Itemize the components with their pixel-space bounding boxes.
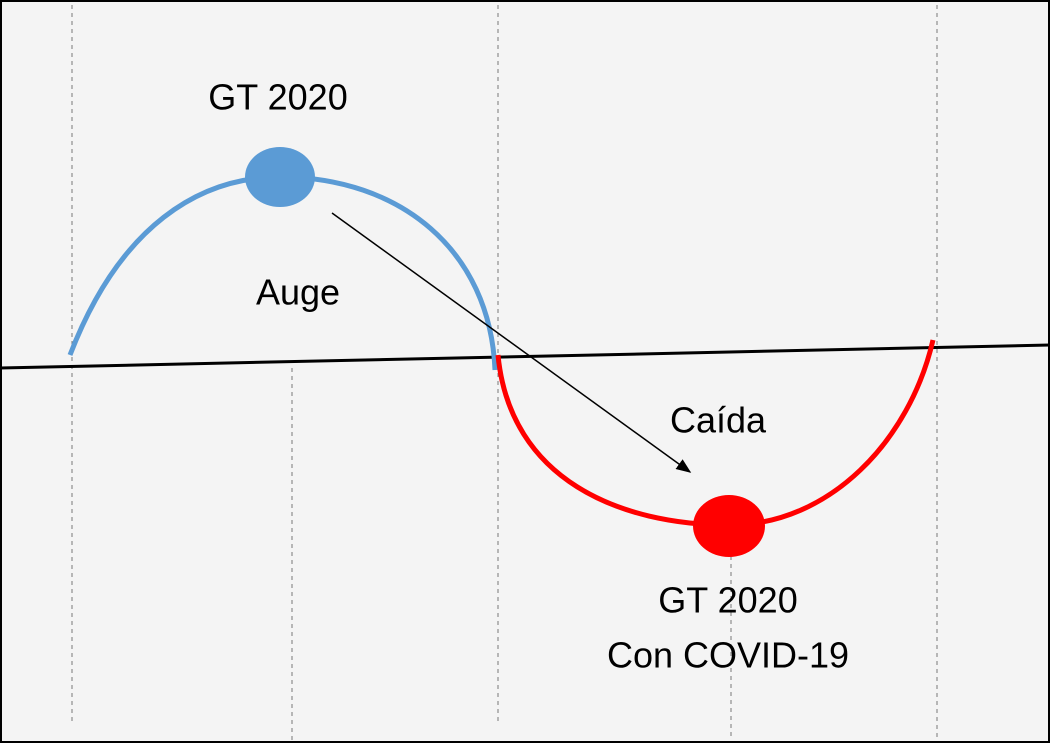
phase-label: Auge: [256, 272, 340, 313]
peak-node: [245, 147, 315, 207]
node-label: GT 2020: [658, 580, 797, 621]
node-sublabel: Con COVID-19: [607, 635, 849, 676]
trough-node: [693, 495, 765, 557]
axis-line: [0, 343, 1050, 370]
phase-label: Caída: [670, 400, 767, 441]
arrow: [331, 212, 692, 473]
node-label: GT 2020: [208, 77, 347, 118]
